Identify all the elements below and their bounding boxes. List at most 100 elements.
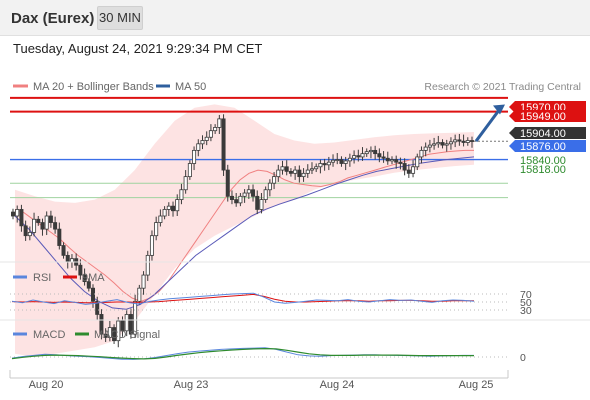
candle-body: [10, 211, 15, 217]
candle-body: [377, 153, 382, 158]
rsi-ma-legend-label: 9MA: [82, 272, 105, 284]
candle-body: [32, 218, 37, 233]
price-label: 15949.00: [520, 111, 566, 123]
macd-zero-label: 0: [520, 352, 526, 364]
x-tick-label: Aug 23: [174, 379, 209, 391]
candle-body: [116, 320, 121, 342]
candle-body: [57, 228, 62, 246]
candle-body: [394, 159, 399, 163]
price-label: 15818.00: [520, 164, 566, 176]
candle-body: [221, 118, 226, 171]
candle-body: [335, 159, 340, 161]
candle-body: [196, 143, 201, 151]
candle-body: [453, 139, 458, 143]
candle-body: [415, 156, 420, 168]
candle-body: [411, 166, 416, 174]
candle-body: [436, 142, 441, 145]
x-tick-label: Aug 24: [320, 379, 355, 391]
candle-body: [69, 258, 74, 263]
candle-body: [402, 163, 407, 171]
x-tick-label: Aug 20: [29, 379, 64, 391]
candle-body: [364, 151, 369, 155]
candle-body: [427, 144, 432, 148]
candle-body: [406, 169, 411, 174]
bollinger-band: [15, 104, 474, 358]
candle-body: [234, 199, 239, 204]
candle-body: [314, 166, 319, 170]
candle-body: [61, 245, 66, 256]
price-label-box: [509, 140, 586, 152]
candle-body: [175, 199, 180, 212]
candle-body: [213, 127, 218, 132]
candle-body: [19, 209, 24, 227]
candle-body: [179, 189, 184, 200]
forecast-arrow-head: [493, 104, 505, 115]
candle-body: [297, 169, 302, 178]
candle-body: [288, 170, 293, 174]
candle-body: [65, 254, 70, 263]
candle-body: [389, 159, 394, 162]
candle-body: [255, 195, 260, 210]
candle-body: [187, 163, 192, 178]
candle-body: [246, 189, 251, 194]
candle-body: [137, 287, 142, 302]
timeframe-button[interactable]: 30 MIN: [97, 6, 143, 30]
candle-body: [154, 222, 159, 237]
candle-body: [465, 140, 470, 143]
candle-body: [204, 136, 209, 141]
toolbar: Dax (Eurex) 30 MIN: [0, 0, 590, 36]
candle-body: [120, 320, 125, 332]
candle-body: [200, 140, 205, 145]
candle-body: [448, 141, 453, 145]
forecast-arrow: [474, 106, 503, 143]
candle-body: [385, 157, 390, 162]
candle-body: [103, 333, 108, 338]
candle-body: [356, 155, 361, 158]
copyright-text: Research © 2021 Trading Central: [424, 81, 581, 93]
candle-body: [339, 159, 344, 164]
candle-body: [381, 156, 386, 159]
candle-body: [284, 166, 289, 172]
macd-signal-line: [11, 347, 474, 360]
ma20-legend-label: MA 20 + Bollinger Bands: [33, 81, 154, 93]
candle-body: [53, 222, 58, 230]
candle-body: [78, 264, 83, 276]
x-tick-label: Aug 25: [459, 379, 494, 391]
macd-legend-label: MACD: [33, 329, 65, 341]
candle-body: [36, 218, 41, 223]
candle-body: [91, 287, 96, 302]
candle-body: [432, 143, 437, 146]
candle-body: [48, 215, 53, 223]
candle-body: [128, 314, 133, 335]
candle-body: [133, 300, 138, 335]
candle-body: [360, 153, 365, 158]
rsi-level-label: 30: [520, 305, 532, 317]
candle-body: [423, 146, 428, 151]
candle-body: [171, 205, 176, 212]
rsi-level-label: 70: [520, 289, 532, 301]
candle-body: [15, 209, 20, 217]
candle-body: [162, 209, 167, 217]
price-label: 15840.00: [520, 155, 566, 167]
candle-body: [40, 222, 45, 230]
candle-body: [141, 274, 146, 289]
candle-body: [27, 232, 32, 237]
candle-body: [242, 192, 247, 197]
candle-body: [440, 142, 445, 146]
candle-body: [99, 314, 104, 335]
candle-body: [238, 195, 243, 204]
candle-body: [23, 225, 28, 237]
candle-body: [158, 215, 163, 223]
candle-body: [259, 199, 264, 210]
candle-body: [347, 157, 352, 162]
chart-timestamp: Tuesday, August 24, 2021 9:29:34 PM CET: [13, 41, 263, 56]
candle-body: [352, 155, 357, 159]
candle-body: [398, 161, 403, 164]
ma20-line: [14, 149, 474, 302]
rsi-legend-label: RSI: [33, 272, 51, 284]
candle-body: [149, 235, 154, 256]
candle-body: [301, 172, 306, 178]
candle-body: [457, 139, 462, 142]
candle-body: [309, 168, 314, 171]
candle-body: [373, 149, 378, 155]
